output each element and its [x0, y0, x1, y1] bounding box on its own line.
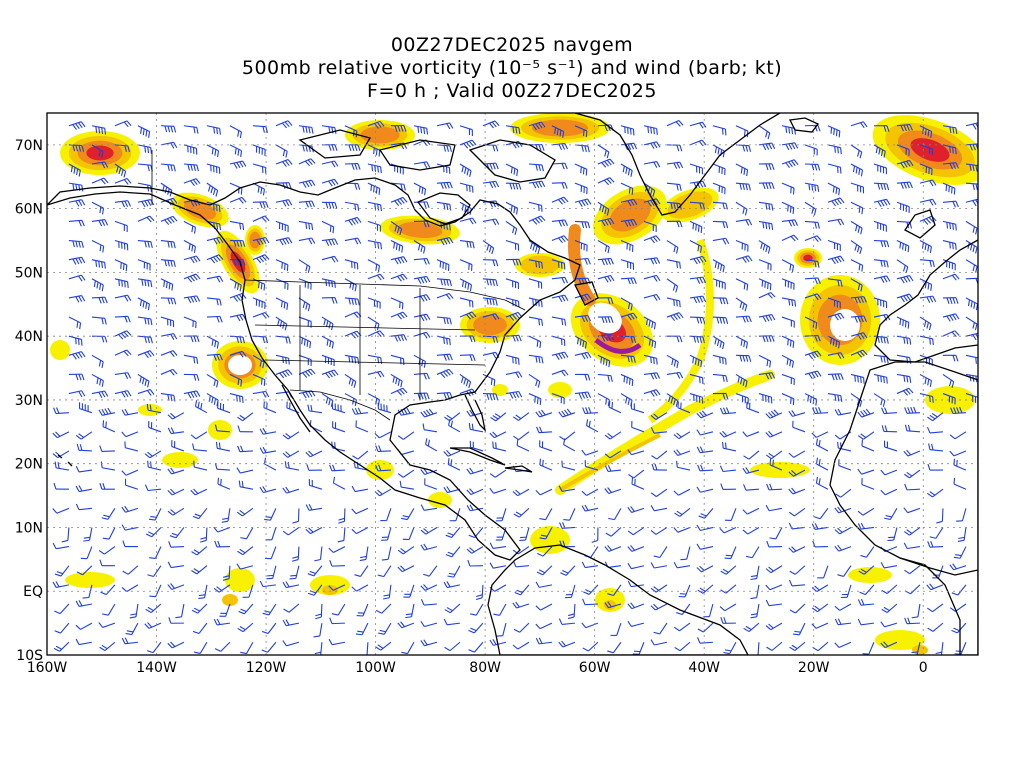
lon-label: 100W [355, 660, 396, 676]
lon-label: 20W [798, 660, 830, 676]
lat-label: 20N [15, 457, 43, 473]
wind-barbs [52, 120, 978, 655]
title-line-1: 00Z27DEC2025 navgem [390, 34, 634, 56]
lon-label: 60W [579, 660, 611, 676]
lat-label: 10N [15, 520, 43, 536]
lon-label: 160W [27, 660, 68, 676]
lon-label: 80W [469, 660, 501, 676]
lon-label: 120W [246, 660, 287, 676]
plot-frame [46, 112, 979, 656]
lat-label: 50N [15, 265, 43, 281]
title-line-2: 500mb relative vorticity (10⁻⁵ s⁻¹) and … [241, 57, 783, 79]
lon-label: 0 [919, 660, 928, 676]
lat-label: 30N [15, 393, 43, 409]
lat-label: 70N [15, 138, 43, 154]
lat-label: 40N [15, 329, 43, 345]
lat-label: EQ [23, 584, 43, 600]
title-line-3: F=0 h ; Valid 00Z27DEC2025 [367, 80, 657, 102]
lon-label: 140W [136, 660, 177, 676]
lat-label: 10S [16, 648, 43, 664]
lon-label: 40W [688, 660, 720, 676]
lat-label: 60N [15, 202, 43, 218]
